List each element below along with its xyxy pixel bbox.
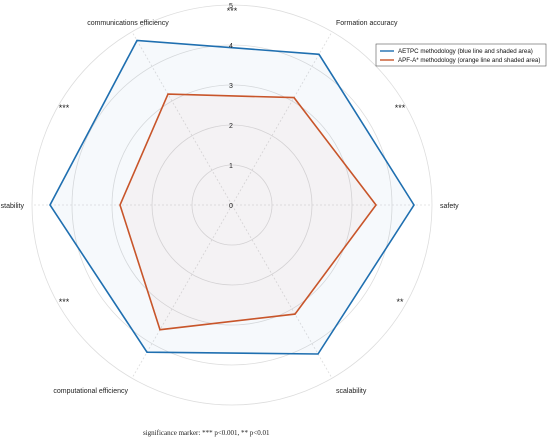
significance-mark: **	[397, 297, 405, 307]
significance-mark: ***	[227, 6, 238, 16]
radial-tick-label: 2	[229, 123, 233, 130]
data-point	[294, 313, 296, 315]
grid-spoke	[231, 204, 333, 379]
data-point	[317, 353, 319, 355]
axis-label: communications efficiency	[87, 20, 169, 27]
radial-tick-label: 1	[229, 163, 233, 170]
significance-mark: ***	[59, 103, 70, 113]
data-point	[375, 204, 377, 206]
radar-grid	[31, 4, 433, 406]
grid-ring	[31, 4, 433, 406]
radar-series	[49, 39, 415, 355]
radial-tick-label: 0	[229, 203, 233, 210]
data-point	[293, 97, 295, 99]
radial-tick-label: 5	[229, 3, 233, 10]
axis-label: stability	[1, 203, 25, 210]
radar-labels: 0 1 2 3 4 5 safety Formation accuracy communicat…	[1, 3, 460, 395]
legend: AETPC methodology (blue line and shaded …	[375, 43, 547, 67]
significance-note: significance marker: *** p<0.001, ** p<0…	[143, 429, 270, 437]
data-point	[146, 351, 148, 353]
data-point	[159, 329, 161, 331]
significance-mark: ***	[395, 103, 406, 113]
radial-tick-label: 3	[229, 83, 233, 90]
radial-tick-label: 4	[229, 43, 233, 50]
axis-label: scalability	[336, 388, 367, 395]
data-point	[136, 39, 138, 42]
grid-spoke	[231, 31, 333, 206]
data-point	[49, 204, 51, 206]
legend-label: APF-A* methodology (orange line and shad…	[398, 57, 540, 64]
data-point	[167, 93, 169, 95]
grid-spoke	[131, 31, 233, 206]
legend-box	[375, 43, 547, 67]
legend-label: AETPC methodology (blue line and shaded …	[398, 48, 533, 55]
data-point	[413, 204, 415, 206]
significance-mark: ***	[59, 297, 70, 307]
axis-label: computational efficiency	[53, 388, 128, 395]
data-point	[318, 53, 320, 55]
axis-label: safety	[440, 203, 459, 210]
grid-spoke	[131, 204, 233, 379]
data-point	[119, 204, 121, 206]
axis-label: Formation accuracy	[336, 20, 398, 27]
